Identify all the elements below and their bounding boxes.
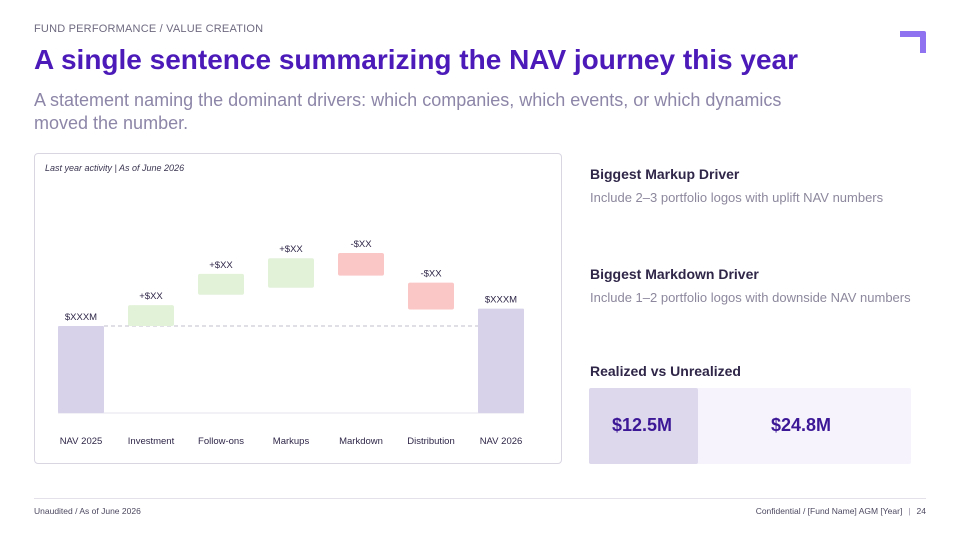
footer-separator: | — [908, 506, 911, 516]
unrealized-value: $24.8M — [771, 415, 832, 435]
data-label: $XXXM — [485, 295, 517, 306]
footer-confidential: Confidential / [Fund Name] AGM [Year] — [755, 506, 903, 516]
bar-investment — [128, 305, 174, 327]
bar-markdown — [338, 253, 384, 276]
data-label: +$XX — [209, 260, 233, 271]
data-label: +$XX — [279, 244, 303, 255]
page-subtitle: A statement naming the dominant drivers:… — [34, 90, 782, 133]
x-tick-label: Follow-ons — [198, 436, 244, 447]
realized-vs-unrealized-title: Realized vs Unrealized — [590, 363, 741, 379]
x-tick-label: NAV 2025 — [60, 436, 103, 447]
footer-right: Confidential / [Fund Name] AGM [Year] | 24 — [756, 506, 926, 516]
footer-note: Unaudited / As of June 2026 — [34, 506, 141, 516]
brand-logo-icon — [900, 31, 926, 53]
realized-unrealized-bar: $12.5M $24.8M — [589, 388, 911, 464]
markdown-driver-text: Include 1–2 portfolio logos with downsid… — [590, 290, 911, 305]
bar-follow-ons — [198, 273, 244, 295]
bar-distribution — [408, 282, 454, 310]
waterfall-chart-card: Last year activity | As of June 2026 $XX… — [34, 153, 562, 464]
x-tick-label: NAV 2026 — [480, 436, 523, 447]
data-label: +$XX — [139, 291, 163, 302]
realized-segment — [589, 388, 699, 464]
footer-divider — [34, 498, 926, 499]
data-label: -$XX — [350, 239, 372, 250]
eyebrow-label: FUND PERFORMANCE / VALUE CREATION — [34, 23, 264, 35]
x-tick-label: Markups — [273, 436, 310, 447]
markdown-driver-title: Biggest Markdown Driver — [590, 266, 759, 282]
realized-value: $12.5M — [612, 415, 673, 435]
data-label: -$XX — [420, 269, 442, 280]
markup-driver-text: Include 2–3 portfolio logos with uplift … — [590, 190, 884, 205]
bar-nav-2025 — [58, 326, 104, 413]
markup-driver-title: Biggest Markup Driver — [590, 166, 740, 182]
waterfall-chart: $XXXM NAV 2025 +$XX Investment +$XX Follow-on… — [58, 239, 524, 447]
data-label: $XXXM — [65, 312, 97, 323]
page-title: A single sentence summarizing the NAV jo… — [34, 44, 798, 75]
bar-nav-2026 — [478, 308, 524, 413]
chart-note: Last year activity | As of June 2026 — [45, 163, 185, 173]
page-number: 24 — [916, 506, 926, 516]
x-tick-label: Distribution — [407, 436, 455, 447]
x-tick-label: Markdown — [339, 436, 383, 447]
x-tick-label: Investment — [128, 436, 175, 447]
bar-markups — [268, 258, 314, 288]
